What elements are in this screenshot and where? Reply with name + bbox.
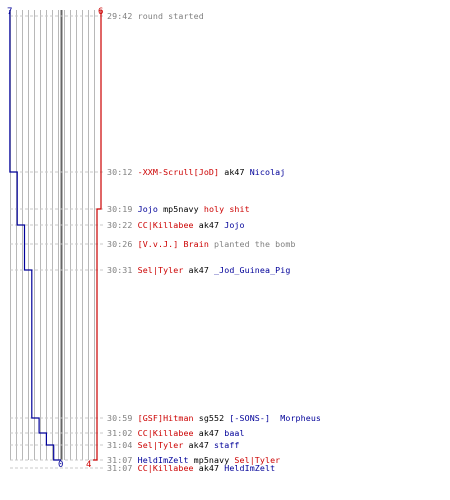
player-name: Nicolaj (249, 167, 286, 177)
log-row: 31:07 CC|Killabee ak47 HeldImZelt (107, 462, 275, 474)
log-text: ak47 (219, 167, 250, 177)
log-text: ak47 (193, 428, 225, 438)
player-name: -XXM-Scrull[JoD] (137, 167, 220, 177)
log-time: 31:07 (107, 463, 133, 473)
log-time: 29:42 (107, 11, 133, 21)
log-row: 29:42 round started (107, 10, 204, 22)
log-text: ak47 (193, 463, 225, 473)
player-name: HeldImZelt (137, 455, 189, 465)
player-name: Jojo (137, 204, 158, 214)
log-row: 31:07 HeldImZelt mp5navy Sel|Tyler (107, 454, 280, 466)
player-name: _Jod_Guinea_Pig (214, 265, 291, 275)
log-time: 30:31 (107, 265, 133, 275)
player-name: Sel|Tyler (234, 455, 281, 465)
player-name: Jojo (224, 220, 245, 230)
log-row: 30:12 -XXM-Scrull[JoD] ak47 Nicolaj (107, 166, 285, 178)
blue-team-line (9, 10, 61, 461)
log-time: 30:12 (107, 167, 133, 177)
log-text: round started (137, 11, 204, 21)
log-row: 31:04 Sel|Tyler ak47 staff (107, 439, 240, 451)
player-name: [GSF]Hitman (137, 413, 194, 423)
log-time: 30:22 (107, 220, 133, 230)
player-name: CC|Killabee (137, 428, 194, 438)
player-name: CC|Killabee (137, 220, 194, 230)
log-row: 30:59 [GSF]Hitman sg552 [-SONS-] Morpheu… (107, 412, 321, 424)
log-row: 30:22 CC|Killabee ak47 Jojo (107, 219, 245, 231)
log-row: 30:26 [V.v.J.] Brain planted the bomb (107, 238, 296, 250)
player-name: holy shit (203, 204, 250, 214)
log-row: 30:31 Sel|Tyler ak47 _Jod_Guinea_Pig (107, 264, 290, 276)
log-row: 31:02 CC|Killabee ak47 baal (107, 427, 245, 439)
player-name: CC|Killabee (137, 463, 194, 473)
log-text: ak47 (183, 440, 215, 450)
log-text: ak47 (193, 220, 225, 230)
log-time: 31:07 (107, 455, 133, 465)
player-name: staff (214, 440, 240, 450)
player-name: Sel|Tyler (137, 440, 184, 450)
red-team-line (93, 10, 102, 461)
player-name: [V.v.J.] Brain (137, 239, 209, 249)
player-name: baal (224, 428, 245, 438)
log-text: sg552 (193, 413, 230, 423)
log-time: 30:59 (107, 413, 133, 423)
log-time: 30:26 (107, 239, 133, 249)
blue-end-count: 0 (58, 460, 64, 470)
red-end-count: 4 (86, 460, 92, 470)
red-start-count: 6 (98, 7, 104, 17)
log-text: mp5navy (188, 455, 235, 465)
log-text: mp5navy (157, 204, 204, 214)
blue-start-count: 7 (7, 7, 13, 17)
log-time: 31:02 (107, 428, 133, 438)
log-time: 30:19 (107, 204, 133, 214)
log-text: ak47 (183, 265, 215, 275)
log-text: planted the bomb (208, 239, 296, 249)
player-name: HeldImZelt (224, 463, 276, 473)
player-name: Sel|Tyler (137, 265, 184, 275)
log-row: 30:19 Jojo mp5navy holy shit (107, 203, 250, 215)
log-time: 31:04 (107, 440, 133, 450)
player-name: [-SONS-] Morpheus (229, 413, 322, 423)
